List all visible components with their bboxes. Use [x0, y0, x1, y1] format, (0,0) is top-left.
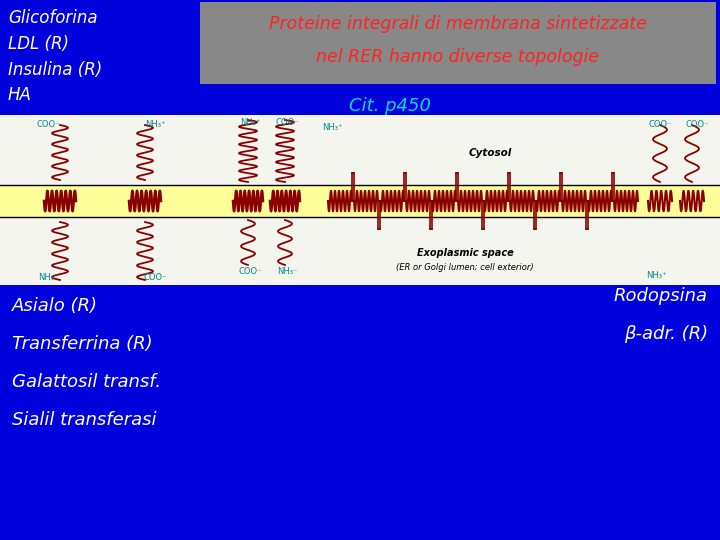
- Text: HA: HA: [8, 86, 32, 104]
- Text: Rodopsina: Rodopsina: [614, 287, 708, 305]
- Text: Sialil transferasi: Sialil transferasi: [12, 411, 156, 429]
- Text: Transferrina (R): Transferrina (R): [12, 335, 153, 353]
- Text: Exoplasmic space: Exoplasmic space: [417, 248, 513, 258]
- Text: Asialo (R): Asialo (R): [12, 297, 98, 315]
- Text: NH₃⁺: NH₃⁺: [646, 271, 666, 280]
- Text: Insulina (R): Insulina (R): [8, 61, 102, 79]
- Text: β-adr. (R): β-adr. (R): [624, 325, 708, 343]
- Text: Proteine integrali di membrana sintetizzate: Proteine integrali di membrana sintetizz…: [269, 15, 647, 33]
- Text: NH₃⁺: NH₃⁺: [37, 273, 58, 282]
- Text: Cytosol: Cytosol: [469, 148, 512, 158]
- Text: Glicoforina: Glicoforina: [8, 9, 98, 27]
- Text: (ER or Golgi lumen; cell exterior): (ER or Golgi lumen; cell exterior): [396, 262, 534, 272]
- Text: COO⁻: COO⁻: [648, 120, 672, 129]
- Text: NH₃⁻: NH₃⁻: [276, 267, 297, 276]
- Text: LDL (R): LDL (R): [8, 35, 69, 53]
- Text: COO⁻: COO⁻: [238, 267, 262, 276]
- Bar: [0, 185, 720, 217]
- Text: NH₃⁺: NH₃⁺: [145, 120, 166, 129]
- Text: nel RER hanno diverse topologie: nel RER hanno diverse topologie: [316, 48, 600, 66]
- Text: COO⁻: COO⁻: [36, 120, 60, 129]
- Text: COO⁻: COO⁻: [685, 120, 708, 129]
- Text: NH₃⁺: NH₃⁺: [240, 118, 260, 127]
- Text: Cit. p450: Cit. p450: [349, 97, 431, 115]
- Bar: [0, 115, 720, 285]
- Text: COO⁻: COO⁻: [275, 118, 299, 127]
- Text: COO⁻: COO⁻: [143, 273, 167, 282]
- Text: NH₃⁺: NH₃⁺: [322, 123, 342, 132]
- Text: Galattosil transf.: Galattosil transf.: [12, 373, 161, 391]
- Bar: [200, 2, 716, 84]
